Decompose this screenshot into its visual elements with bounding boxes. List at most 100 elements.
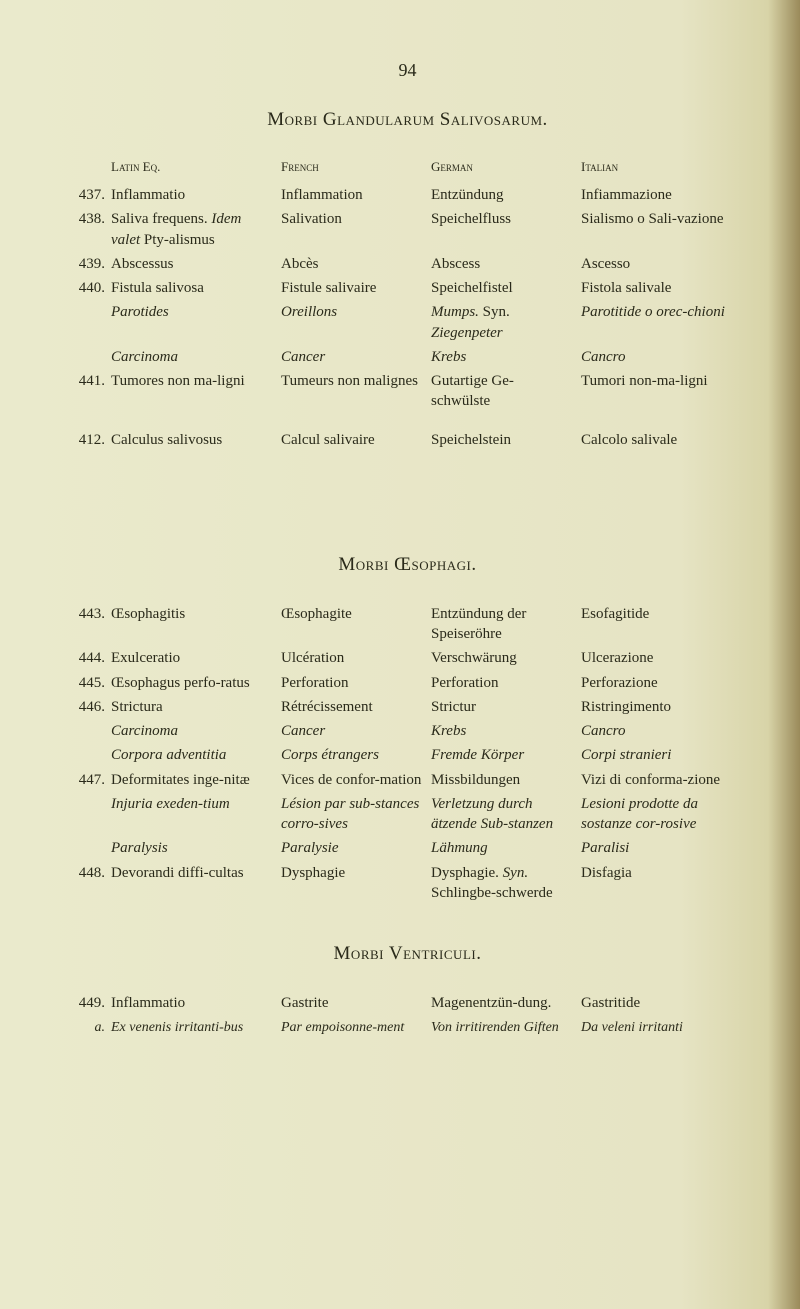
cell-italian: Ulcerazione <box>581 648 740 668</box>
table-row: Corpora adventitiaCorps étrangersFremde … <box>75 745 740 765</box>
cell-italian: Cancro <box>581 347 740 367</box>
column-headers: Latin Eq. French German Italian <box>75 159 740 175</box>
cell-french: Oreillons <box>281 302 431 322</box>
table-row: 440.Fistula salivosaFistule salivaireSpe… <box>75 278 740 298</box>
cell-german: Speichelfluss <box>431 209 581 229</box>
cell-french: Œsophagite <box>281 604 431 624</box>
table-row: 412.Calculus salivosusCalcul salivaireSp… <box>75 430 740 450</box>
section2-rows: 443.ŒsophagitisŒsophagiteEntzündung der … <box>75 604 740 903</box>
cell-french: Tumeurs non malignes <box>281 371 431 391</box>
row-number: 438. <box>75 209 111 229</box>
cell-italian: Infiammazione <box>581 185 740 205</box>
cell-italian: Esofagitide <box>581 604 740 624</box>
cell-italian: Vizi di conforma-zione <box>581 770 740 790</box>
section1-rows: 437.InflammatioInflammationEntzündungInf… <box>75 185 740 450</box>
cell-german: Verletzung durch ätzende Sub-stanzen <box>431 794 581 835</box>
cell-latin: Tumores non ma-ligni <box>111 371 281 391</box>
cell-german: Krebs <box>431 721 581 741</box>
cell-french: Calcul salivaire <box>281 430 431 450</box>
cell-latin: Inflammatio <box>111 185 281 205</box>
section3-rows: 449.InflammatioGastriteMagenentzün-dung.… <box>75 993 740 1013</box>
cell-french: Fistule salivaire <box>281 278 431 298</box>
row-number: 412. <box>75 430 111 450</box>
table-row: 443.ŒsophagitisŒsophagiteEntzündung der … <box>75 604 740 645</box>
cell-german: Entzündung der Speiseröhre <box>431 604 581 645</box>
cell-german: Missbildungen <box>431 770 581 790</box>
table-row: 444.ExulceratioUlcérationVerschwärungUlc… <box>75 648 740 668</box>
cell-italian: Perforazione <box>581 673 740 693</box>
table-row: 449.InflammatioGastriteMagenentzün-dung.… <box>75 993 740 1013</box>
row-number: 441. <box>75 371 111 391</box>
cell-italian: Tumori non-ma-ligni <box>581 371 740 391</box>
cell-french: Perforation <box>281 673 431 693</box>
cell-latin: Œsophagus perfo-ratus <box>111 673 281 693</box>
page-container: 94 Morbi Glandularum Salivosarum. Latin … <box>0 0 800 1309</box>
cell-italian: Lesioni prodotte da sostanze cor-rosive <box>581 794 740 835</box>
cell-french: Vices de confor-mation <box>281 770 431 790</box>
cell-french: Lésion par sub-stances corro-sives <box>281 794 431 835</box>
cell-french: Corps étrangers <box>281 745 431 765</box>
cell-italian: Disfagia <box>581 863 740 883</box>
row-number: 445. <box>75 673 111 693</box>
cell-french: Rétrécissement <box>281 697 431 717</box>
cell-german: Gutartige Ge-schwülste <box>431 371 581 412</box>
cell-latin: Œsophagitis <box>111 604 281 624</box>
row-number: 446. <box>75 697 111 717</box>
cell-latin: Corpora adventitia <box>111 745 281 765</box>
table-row: 448.Devorandi diffi-cultasDysphagieDysph… <box>75 863 740 904</box>
cell-latin: Saliva frequens. Idem valet Pty-alismus <box>111 209 281 250</box>
cell-latin: Carcinoma <box>111 347 281 367</box>
cell-german: Verschwärung <box>431 648 581 668</box>
table-row: 437.InflammatioInflammationEntzündungInf… <box>75 185 740 205</box>
cell-italian: Fistola salivale <box>581 278 740 298</box>
cell-french: Inflammation <box>281 185 431 205</box>
cell-german: Magenentzün-dung. <box>431 993 581 1013</box>
cell-german: Lähmung <box>431 838 581 858</box>
cell-german: Speichelfistel <box>431 278 581 298</box>
footnote-row: a. Ex venenis irritanti-bus Par empoison… <box>75 1019 740 1037</box>
footnote-french: Par empoisonne-ment <box>281 1019 431 1037</box>
section-title-1: Morbi Glandularum Salivosarum. <box>75 109 740 131</box>
table-row: 447.Deformitates inge-nitæVices de confo… <box>75 770 740 790</box>
cell-german: Entzündung <box>431 185 581 205</box>
cell-german: Fremde Körper <box>431 745 581 765</box>
cell-latin: Carcinoma <box>111 721 281 741</box>
table-row: CarcinomaCancerKrebsCancro <box>75 721 740 741</box>
row-number: 440. <box>75 278 111 298</box>
table-row: 441.Tumores non ma-ligniTumeurs non mali… <box>75 371 740 412</box>
cell-german: Mumps. Syn. Ziegenpeter <box>431 302 581 343</box>
table-row: CarcinomaCancerKrebsCancro <box>75 347 740 367</box>
footnote-latin: Ex venenis irritanti-bus <box>111 1019 281 1037</box>
cell-latin: Parotides <box>111 302 281 322</box>
cell-latin: Inflammatio <box>111 993 281 1013</box>
table-row: 439.AbscessusAbcèsAbscessAscesso <box>75 254 740 274</box>
cell-italian: Gastritide <box>581 993 740 1013</box>
cell-latin: Fistula salivosa <box>111 278 281 298</box>
cell-french: Abcès <box>281 254 431 274</box>
cell-french: Ulcération <box>281 648 431 668</box>
cell-latin: Exulceratio <box>111 648 281 668</box>
cell-italian: Sialismo o Sali-vazione <box>581 209 740 229</box>
header-french: French <box>281 159 431 175</box>
footnote-letter: a. <box>75 1019 111 1037</box>
footnote-german: Von irritirenden Giften <box>431 1019 581 1037</box>
cell-latin: Strictura <box>111 697 281 717</box>
cell-german: Strictur <box>431 697 581 717</box>
cell-german: Abscess <box>431 254 581 274</box>
cell-french: Dysphagie <box>281 863 431 883</box>
page-number: 94 <box>75 60 740 81</box>
row-number: 449. <box>75 993 111 1013</box>
cell-french: Paralysie <box>281 838 431 858</box>
cell-latin: Deformitates inge-nitæ <box>111 770 281 790</box>
cell-german: Speichelstein <box>431 430 581 450</box>
table-row: 438.Saliva frequens. Idem valet Pty-alis… <box>75 209 740 250</box>
table-row: Injuria exeden-tiumLésion par sub-stance… <box>75 794 740 835</box>
table-row: ParalysisParalysieLähmungParalisi <box>75 838 740 858</box>
row-number: 447. <box>75 770 111 790</box>
cell-italian: Parotitide o orec-chioni <box>581 302 740 322</box>
cell-italian: Ristringimento <box>581 697 740 717</box>
cell-latin: Abscessus <box>111 254 281 274</box>
cell-italian: Paralisi <box>581 838 740 858</box>
row-number: 448. <box>75 863 111 883</box>
cell-french: Cancer <box>281 347 431 367</box>
